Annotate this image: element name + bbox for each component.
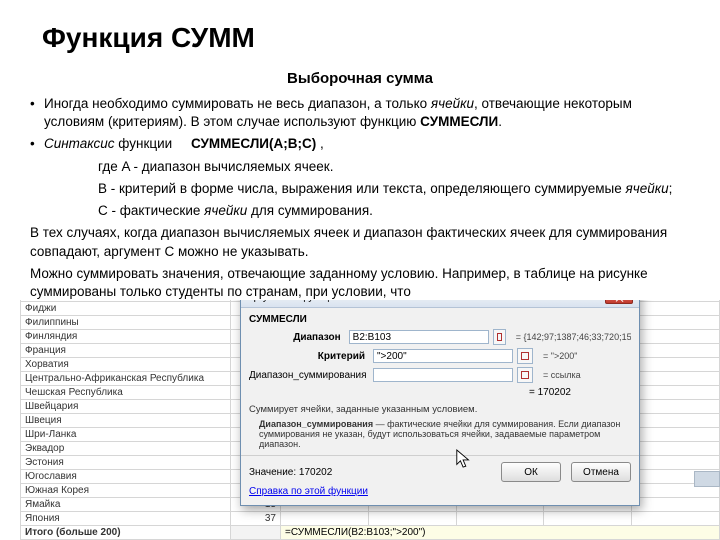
cell-total-value[interactable] bbox=[231, 526, 281, 540]
cell-country[interactable]: Филиппины bbox=[21, 316, 231, 330]
close-icon[interactable] bbox=[605, 300, 633, 304]
cell-country[interactable]: Югославия bbox=[21, 470, 231, 484]
help-link[interactable]: Справка по этой функции bbox=[249, 486, 368, 497]
corner-decoration bbox=[694, 471, 720, 487]
cell-country[interactable]: Япония bbox=[21, 512, 231, 526]
dialog-title: Аргументы функции bbox=[247, 300, 340, 303]
range-picker-icon[interactable] bbox=[517, 367, 533, 383]
cell-country[interactable]: Южная Корея bbox=[21, 484, 231, 498]
arg-input[interactable] bbox=[373, 368, 513, 382]
cell-value[interactable]: 37 bbox=[231, 512, 281, 526]
dialog-titlebar[interactable]: Аргументы функции bbox=[241, 300, 639, 308]
body-text: Иногда необходимо суммировать не весь ди… bbox=[30, 95, 690, 301]
cancel-button[interactable]: Отмена bbox=[571, 462, 631, 482]
arg-input[interactable] bbox=[349, 330, 489, 344]
cell-country[interactable]: Шри-Ланка bbox=[21, 428, 231, 442]
slide-subtitle: Выборочная сумма bbox=[30, 70, 690, 87]
cell-country[interactable]: Хорватия bbox=[21, 358, 231, 372]
function-args-dialog: Аргументы функции СУММЕСЛИ Диапазон = {14… bbox=[240, 300, 640, 506]
dialog-result: = 170202 bbox=[249, 387, 631, 398]
arg-input[interactable] bbox=[373, 349, 513, 363]
function-name: СУММЕСЛИ bbox=[249, 314, 631, 325]
arg-hint: = {142;97;1387;46;33;720;15;195;54 bbox=[516, 332, 631, 342]
slide-title: Функция СУММ bbox=[42, 22, 690, 54]
cell-country[interactable]: Чешская Республика bbox=[21, 386, 231, 400]
cell-country[interactable]: Финляндия bbox=[21, 330, 231, 344]
arg-label: Критерий bbox=[249, 351, 369, 362]
line-a: где A - диапазон вычисляемых ячеек. bbox=[30, 158, 690, 176]
cell-country[interactable]: Швейцария bbox=[21, 400, 231, 414]
ok-button[interactable]: ОК bbox=[501, 462, 561, 482]
range-picker-icon[interactable] bbox=[517, 348, 533, 364]
arg-help: Диапазон_суммирования — фактические ячей… bbox=[249, 419, 631, 449]
para-syntax: Синтаксис функции СУММЕСЛИ(A;B;C) , bbox=[30, 135, 690, 153]
cell-total-label[interactable]: Итого (больше 200) bbox=[21, 526, 231, 540]
cell-country[interactable]: Фиджи bbox=[21, 302, 231, 316]
para-note2: Можно суммировать значения, отвечающие з… bbox=[30, 265, 690, 301]
arg-hint: = ">200" bbox=[543, 351, 577, 361]
arg-label: Диапазон bbox=[249, 332, 345, 343]
cell-country[interactable]: Центрально-Африканская Республика bbox=[21, 372, 231, 386]
range-picker-icon[interactable] bbox=[493, 329, 506, 345]
cell-country[interactable]: Швеция bbox=[21, 414, 231, 428]
cell-country[interactable]: Ямайка bbox=[21, 498, 231, 512]
cursor-icon bbox=[455, 448, 473, 470]
cell-formula[interactable]: =СУММЕСЛИ(B2:B103;">200") bbox=[281, 526, 720, 540]
cell-country[interactable]: Эстония bbox=[21, 456, 231, 470]
dialog-description: Суммирует ячейки, заданные указанным усл… bbox=[249, 404, 631, 415]
line-c: C - фактические ячейки для суммирования. bbox=[30, 202, 690, 220]
cell-country[interactable]: Франция bbox=[21, 344, 231, 358]
arg-label: Диапазон_суммирования bbox=[249, 370, 369, 381]
para-intro: Иногда необходимо суммировать не весь ди… bbox=[30, 95, 690, 131]
cell-country[interactable]: Эквадор bbox=[21, 442, 231, 456]
line-b: B - критерий в форме числа, выражения ил… bbox=[30, 180, 690, 198]
para-note1: В тех случаях, когда диапазон вычисляемы… bbox=[30, 224, 690, 260]
arg-hint: = ссылка bbox=[543, 370, 581, 380]
screenshot-composite: УкраинаФиджиФилиппиныФинляндияФранцияХор… bbox=[20, 300, 720, 540]
